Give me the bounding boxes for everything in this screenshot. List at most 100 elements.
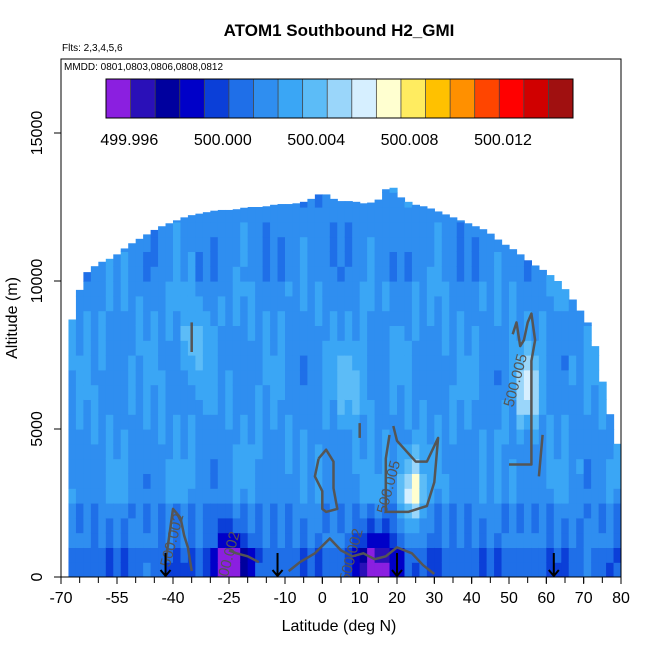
heatmap-cell xyxy=(75,532,84,548)
heatmap-cell xyxy=(397,310,406,326)
heatmap-cell xyxy=(456,503,465,519)
heatmap-cell xyxy=(464,399,473,415)
heatmap-cell xyxy=(292,384,301,400)
heatmap-cell xyxy=(262,503,271,519)
heatmap-cell xyxy=(583,488,592,504)
heatmap-cell xyxy=(367,399,376,415)
colorbar-swatch xyxy=(499,79,525,118)
heatmap-cell xyxy=(173,251,182,267)
heatmap-cell xyxy=(225,325,234,341)
heatmap-cell xyxy=(374,369,383,386)
heatmap-cell xyxy=(232,503,241,519)
heatmap-cell xyxy=(419,221,428,238)
heatmap-cell xyxy=(232,266,241,282)
heatmap-cell xyxy=(352,443,361,460)
heatmap-cell xyxy=(195,221,204,238)
heatmap-cell xyxy=(180,369,189,386)
heatmap-cell xyxy=(613,532,621,548)
heatmap-cell xyxy=(374,266,383,282)
heatmap-cell xyxy=(105,458,114,474)
heatmap-cell xyxy=(322,399,331,415)
heatmap-cell xyxy=(561,340,570,356)
heatmap-cell xyxy=(411,369,420,386)
heatmap-cell xyxy=(225,295,234,312)
x-tick-label: 70 xyxy=(575,590,593,607)
heatmap-cell xyxy=(150,488,159,504)
heatmap-cell xyxy=(411,414,420,430)
heatmap-cell xyxy=(568,443,577,460)
heatmap-cell xyxy=(307,399,316,415)
heatmap-cell xyxy=(322,221,331,238)
heatmap-cell xyxy=(374,207,383,223)
heatmap-cell xyxy=(538,488,547,504)
heatmap-cell xyxy=(98,547,107,563)
heatmap-cell xyxy=(479,266,488,282)
heatmap-cell xyxy=(501,517,510,534)
heatmap-cell xyxy=(434,221,443,238)
heatmap-cell xyxy=(456,266,465,282)
heatmap-cell xyxy=(314,340,323,356)
heatmap-cell xyxy=(113,266,122,282)
heatmap-cell xyxy=(247,236,256,252)
heatmap-cell xyxy=(247,340,256,356)
heatmap-cell xyxy=(68,503,77,519)
heatmap-cell xyxy=(143,399,152,415)
heatmap-cell xyxy=(464,532,473,548)
heatmap-cell xyxy=(434,532,443,548)
heatmap-cell xyxy=(449,355,458,371)
heatmap-cell xyxy=(583,443,592,460)
heatmap-cell xyxy=(90,443,99,460)
heatmap-cell xyxy=(240,562,249,577)
heatmap-cell xyxy=(329,236,338,252)
heatmap-cell xyxy=(329,532,338,548)
heatmap-cell xyxy=(404,281,413,297)
heatmap-cell xyxy=(471,503,480,519)
heatmap-cell xyxy=(367,310,376,326)
colorbar-swatch xyxy=(548,79,574,118)
heatmap-cell xyxy=(606,562,615,577)
heatmap-cell xyxy=(255,443,264,460)
heatmap-cell xyxy=(262,443,271,460)
heatmap-cell xyxy=(285,251,294,267)
heatmap-cell xyxy=(68,429,77,445)
heatmap-cell xyxy=(158,340,167,356)
heatmap-cell xyxy=(307,221,316,238)
heatmap-cell xyxy=(397,458,406,474)
heatmap-cell xyxy=(299,532,308,548)
heatmap-cell xyxy=(75,488,84,504)
heatmap-cell xyxy=(217,473,226,489)
heatmap-cell xyxy=(292,310,301,326)
heatmap-cell xyxy=(195,443,204,460)
heatmap-cell xyxy=(158,295,167,312)
heatmap-cell xyxy=(568,325,577,341)
heatmap-cell xyxy=(195,236,204,252)
heatmap-cell xyxy=(344,503,353,519)
heatmap-cell xyxy=(113,355,122,371)
heatmap-cell xyxy=(598,547,607,563)
heatmap-cell xyxy=(479,229,488,238)
heatmap-cell xyxy=(158,310,167,326)
heatmap-cell xyxy=(576,488,585,504)
heatmap-cell xyxy=(523,429,532,445)
heatmap-cell xyxy=(546,443,555,460)
heatmap-cell xyxy=(471,532,480,548)
heatmap-cell xyxy=(232,325,241,341)
heatmap-cell xyxy=(262,236,271,252)
heatmap-cell xyxy=(195,414,204,430)
heatmap-cell xyxy=(299,443,308,460)
heatmap-cell xyxy=(113,547,122,563)
heatmap-cell xyxy=(314,532,323,548)
heatmap-cell xyxy=(90,562,99,577)
heatmap-cell xyxy=(494,443,503,460)
heatmap-cell xyxy=(158,226,167,238)
heatmap-cell xyxy=(583,503,592,519)
flight-arrow xyxy=(548,553,560,578)
heatmap-cell xyxy=(426,473,435,489)
heatmap-cell xyxy=(464,251,473,267)
heatmap-cell xyxy=(270,517,279,534)
dates-note: MMDD: 0801,0803,0806,0808,0812 xyxy=(64,62,223,73)
heatmap-cell xyxy=(419,473,428,489)
heatmap-cell xyxy=(494,281,503,297)
heatmap-cell xyxy=(143,234,152,238)
heatmap-cell xyxy=(314,194,323,208)
